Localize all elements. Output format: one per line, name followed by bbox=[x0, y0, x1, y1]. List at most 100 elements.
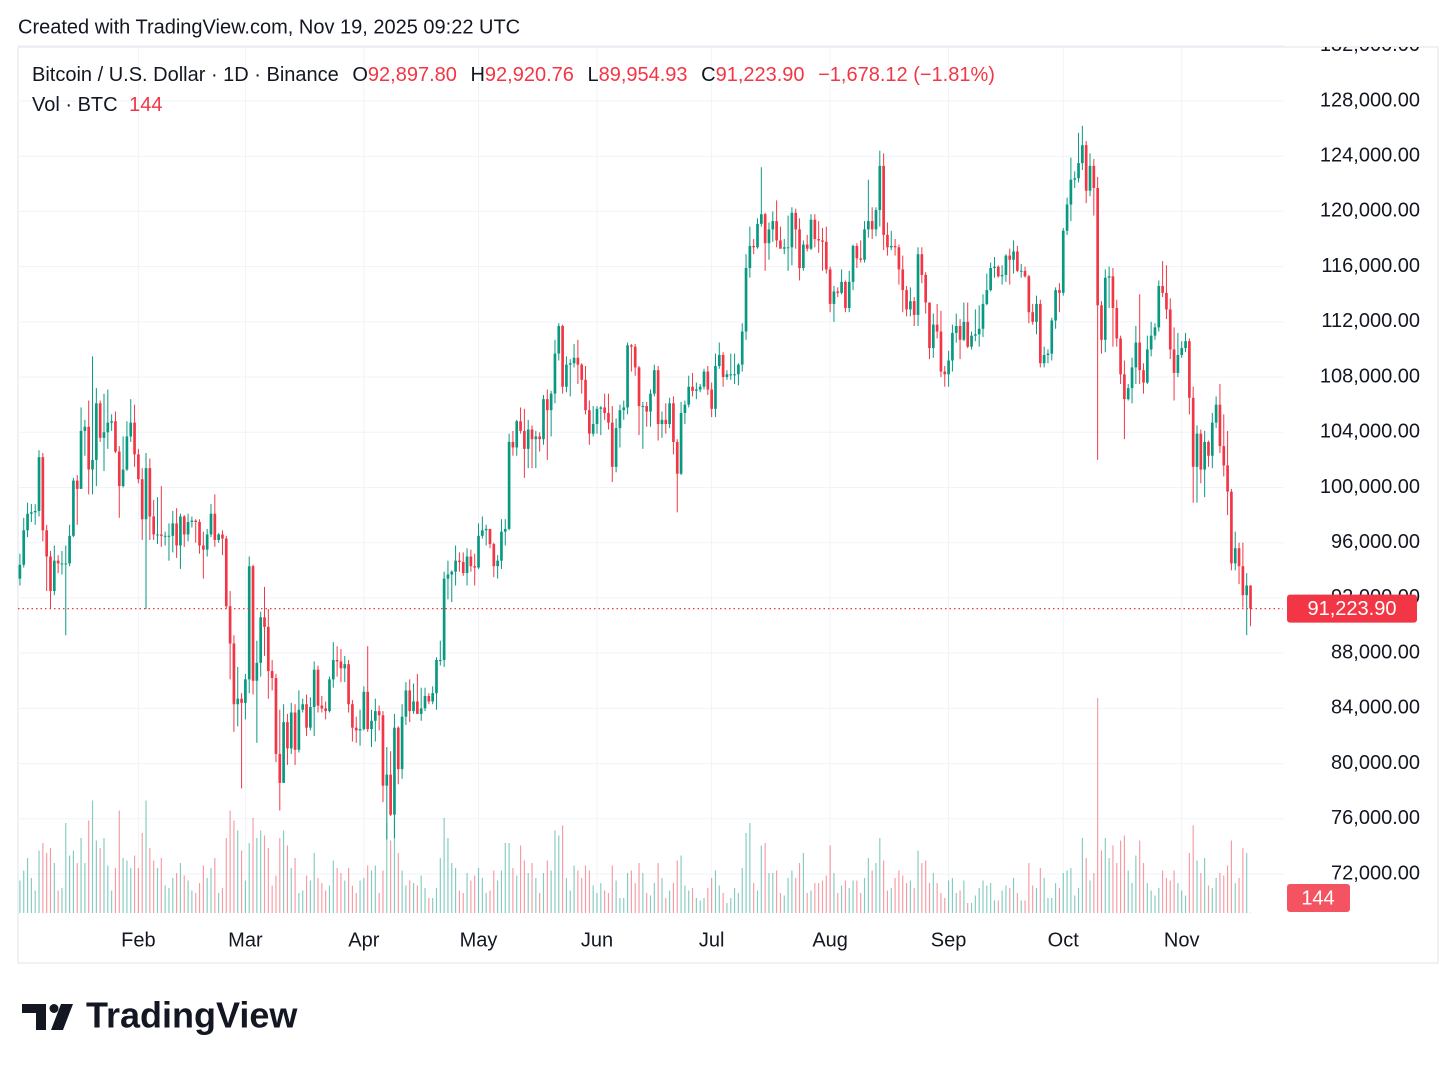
volume-bar bbox=[653, 883, 655, 913]
candle-body bbox=[1210, 422, 1214, 456]
candle-body bbox=[645, 406, 649, 412]
candle-body bbox=[794, 212, 798, 230]
y-tick-label: 124,000.00 bbox=[1320, 144, 1420, 166]
volume-bar bbox=[917, 850, 919, 913]
candle-body bbox=[702, 371, 706, 387]
candle-body bbox=[530, 429, 534, 440]
candle-body bbox=[1191, 397, 1195, 467]
candle-body bbox=[427, 695, 431, 702]
candle-body bbox=[595, 408, 599, 425]
candle-body bbox=[970, 335, 973, 347]
candle-body bbox=[1092, 165, 1096, 188]
volume-bar bbox=[703, 898, 705, 913]
candle-body bbox=[1004, 255, 1008, 275]
candle-body bbox=[847, 281, 851, 309]
volume-bar bbox=[607, 893, 610, 913]
candle-body bbox=[844, 281, 847, 309]
candle-body bbox=[1084, 145, 1088, 191]
volume-bar bbox=[749, 823, 751, 913]
volume-bar bbox=[997, 900, 999, 913]
volume-bar bbox=[332, 860, 334, 913]
volume-bar bbox=[584, 865, 587, 913]
candle-body bbox=[618, 410, 622, 429]
volume-bar bbox=[638, 863, 640, 913]
volume-bar bbox=[951, 878, 953, 913]
volume-bar bbox=[325, 890, 327, 913]
volume-bar bbox=[913, 888, 915, 913]
volume-bar bbox=[1196, 860, 1198, 913]
candle-body bbox=[790, 212, 794, 248]
volume-bar bbox=[860, 893, 862, 913]
volume-bar bbox=[370, 870, 373, 913]
candle-body bbox=[603, 407, 606, 413]
volume-bar bbox=[164, 885, 166, 913]
candle-body bbox=[412, 701, 415, 712]
y-tick-label: 104,000.00 bbox=[1320, 421, 1420, 443]
volume-bar bbox=[260, 830, 262, 913]
candle-body bbox=[652, 370, 656, 394]
volume-bar bbox=[841, 885, 843, 913]
candle-body bbox=[393, 727, 396, 815]
volume-bar bbox=[38, 850, 40, 913]
volume-bar bbox=[412, 883, 415, 913]
x-tick-label: Oct bbox=[1048, 929, 1080, 951]
candle-body bbox=[1000, 274, 1004, 277]
volume-bar bbox=[546, 860, 548, 913]
volume-bar bbox=[519, 845, 522, 913]
candle-body bbox=[477, 535, 480, 568]
low-key: L bbox=[587, 64, 598, 86]
volume-bar bbox=[256, 838, 258, 913]
y-tick-label: 76,000.00 bbox=[1331, 807, 1420, 829]
volume-bar bbox=[477, 868, 480, 913]
candle-body bbox=[22, 530, 26, 565]
volume-bar bbox=[844, 880, 846, 913]
candle-body bbox=[110, 421, 113, 423]
candle-body bbox=[641, 406, 645, 408]
candle-body bbox=[1180, 348, 1184, 355]
candle-body bbox=[385, 774, 389, 786]
candle-body bbox=[52, 560, 56, 592]
volume-bar bbox=[409, 880, 411, 913]
candle-body bbox=[266, 626, 270, 672]
volume-bar bbox=[187, 880, 189, 913]
candle-body bbox=[251, 566, 255, 681]
volume-bar bbox=[206, 878, 208, 913]
volume-bar bbox=[649, 895, 652, 913]
volume-bar bbox=[523, 860, 525, 913]
candle-body bbox=[358, 729, 362, 731]
volume-bar bbox=[126, 860, 128, 913]
candle-body bbox=[977, 328, 981, 335]
volume-bar bbox=[1009, 888, 1011, 913]
candle-body bbox=[159, 534, 163, 536]
candle-body bbox=[1035, 303, 1038, 322]
candle-body bbox=[622, 407, 626, 411]
volume-bar bbox=[76, 863, 78, 913]
y-axis: 72,000.00 76,000.00 80,000.00 84,000.00 88,0… bbox=[121, 47, 1420, 951]
volume-bar bbox=[699, 900, 701, 913]
volume-bar bbox=[42, 843, 44, 913]
candle-body bbox=[343, 664, 347, 669]
volume-bar bbox=[542, 873, 545, 913]
candle-body bbox=[416, 701, 419, 714]
volume-bar bbox=[218, 893, 220, 913]
volume-bar bbox=[88, 820, 90, 913]
volume-bar bbox=[756, 890, 759, 913]
volume-bar bbox=[279, 838, 281, 913]
volume-bar bbox=[581, 878, 583, 913]
volume-bar bbox=[1177, 883, 1179, 913]
candle-body bbox=[1123, 374, 1126, 400]
candle-body bbox=[297, 709, 301, 750]
volume-bar bbox=[1074, 895, 1076, 913]
candle-body bbox=[889, 245, 893, 248]
candle-body bbox=[962, 321, 966, 340]
candle-body bbox=[1103, 277, 1107, 340]
volume-bar bbox=[967, 903, 969, 913]
candle-body bbox=[87, 426, 91, 470]
volume-bar bbox=[248, 843, 250, 913]
candle-body bbox=[263, 617, 266, 627]
overlay: 91,223.90 144 bbox=[18, 594, 1417, 912]
volume-bar bbox=[1142, 863, 1145, 913]
candle-body bbox=[610, 422, 614, 467]
candle-body bbox=[370, 720, 373, 730]
